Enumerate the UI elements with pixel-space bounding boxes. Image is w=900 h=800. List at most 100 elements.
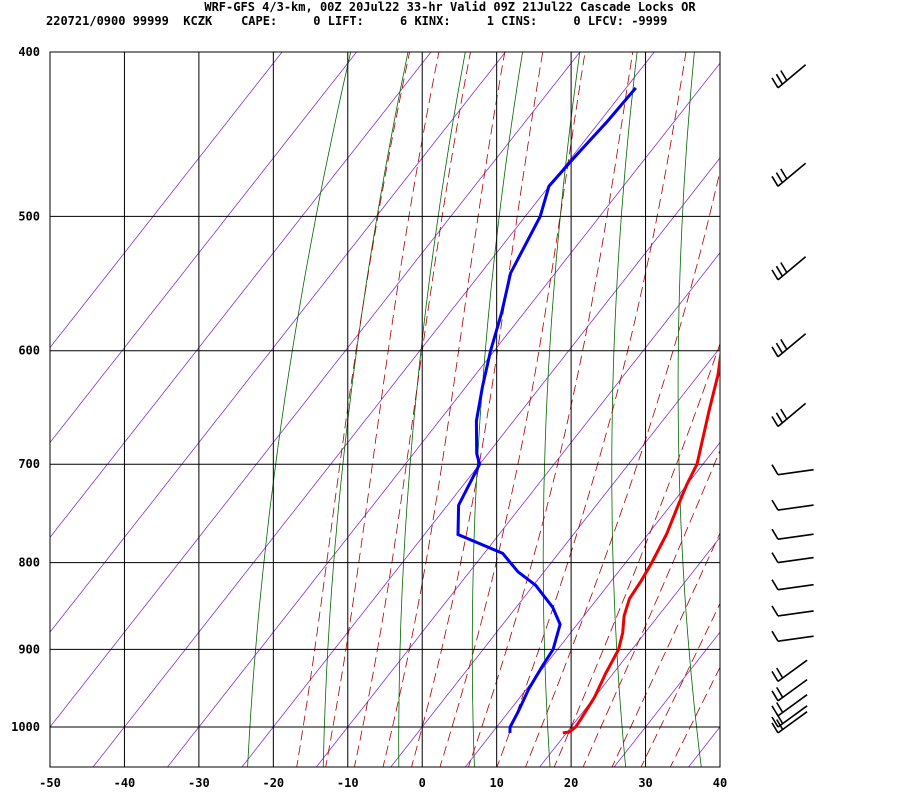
x-tick-label: 10 (489, 776, 503, 790)
x-tick-label: -30 (188, 776, 210, 790)
barb-feather (771, 690, 779, 702)
moist-adiabat-line (353, 52, 471, 767)
isotherm-line (50, 52, 581, 728)
moist-adiabat-line (382, 52, 506, 767)
barb-feather (775, 412, 784, 424)
dry-adiabat-line (742, 14, 777, 770)
y-tick-label: 900 (18, 642, 40, 656)
dry-adiabat-line (322, 52, 409, 767)
chart-title: WRF-GFS 4/3-km, 00Z 20Jul22 33-hr Valid … (204, 0, 696, 14)
x-tick-label: -10 (337, 776, 359, 790)
wind-barb (771, 464, 814, 476)
dry-adiabat-line (677, 52, 702, 767)
wind-barb (771, 694, 808, 717)
y-tick-label: 600 (18, 344, 40, 358)
wind-barb (771, 678, 808, 702)
barb-feather (771, 722, 779, 734)
isotherm-line (688, 726, 720, 767)
barb-staff (777, 556, 814, 564)
sounding-profiles (456, 86, 720, 735)
wind-barb (771, 162, 807, 187)
barb-feather (780, 262, 788, 273)
barb-feather (771, 630, 779, 642)
isotherm-line (835, 14, 900, 770)
isotherm-line (50, 52, 432, 539)
isotherm-line (390, 346, 720, 767)
dry-adiabat-line (471, 52, 524, 767)
barb-staff (777, 583, 814, 591)
dry-adiabat-line (865, 14, 900, 770)
wind-barb (771, 705, 808, 728)
wind-barb (771, 579, 814, 591)
wind-barb (771, 499, 814, 511)
barb-feather (771, 579, 779, 591)
wind-barb (771, 402, 807, 428)
barb-feather (775, 73, 784, 85)
moist-adiabat-line (611, 532, 720, 767)
y-tick-label: 700 (18, 457, 40, 471)
isotherm-line (539, 536, 720, 767)
chart-subtitle: 220721/0900 99999 KCZK CAPE: 0 LIFT: 6 K… (46, 14, 668, 28)
wind-barb (771, 630, 814, 642)
isotherm-line (613, 631, 720, 767)
isotherm-line (50, 52, 506, 633)
barb-feather (771, 175, 779, 187)
isotherm-line (50, 52, 358, 444)
x-tick-label: -50 (39, 776, 61, 790)
barb-feather (776, 719, 784, 730)
y-tick-label: 800 (18, 556, 40, 570)
isotherm-line (464, 441, 720, 767)
isotherm-line (50, 52, 283, 349)
barb-feather (780, 408, 788, 420)
dry-adiabat-line (247, 52, 352, 767)
wind-barb (771, 711, 808, 734)
barb-feather (776, 713, 784, 725)
moist-adiabat-line (669, 666, 720, 767)
barb-feather (780, 338, 788, 350)
barb-feather (771, 716, 779, 728)
wind-barb (771, 605, 814, 617)
barb-feather (775, 265, 784, 277)
y-tick-labels: 400 500 600 700 800 900 1000 (11, 45, 40, 734)
temperature-line (562, 349, 720, 735)
moist-adiabat-line (325, 52, 440, 767)
moist-adiabat-line (296, 52, 411, 767)
barb-feather (771, 670, 779, 682)
x-tick-label: -20 (262, 776, 284, 790)
moist-adiabat-line (439, 52, 586, 767)
x-tick-label: 40 (713, 776, 727, 790)
moist-adiabat-line (640, 602, 720, 767)
x-tick-label: -40 (114, 776, 136, 790)
y-tick-label: 500 (18, 209, 40, 223)
barb-feather (771, 528, 779, 540)
barb-feather (771, 464, 779, 476)
moist-adiabat-line (582, 449, 720, 767)
isotherm-line (315, 252, 720, 767)
barb-feather (771, 346, 779, 358)
barb-staff (777, 705, 808, 728)
barb-feather (771, 552, 779, 564)
plot-border (49, 51, 721, 768)
dry-adiabat-line (805, 14, 854, 770)
dry-adiabat-line (398, 52, 466, 767)
wind-barb (771, 333, 807, 358)
barb-staff (777, 256, 807, 281)
barb-feather (775, 342, 784, 354)
wind-barb (771, 528, 814, 540)
barb-feather (771, 605, 779, 617)
isotherm-line (92, 52, 655, 767)
isotherm-line (761, 14, 900, 770)
barb-feather (771, 416, 779, 427)
moist-adiabat-line (411, 52, 544, 767)
x-tick-label: 20 (564, 776, 578, 790)
wind-barbs (771, 64, 814, 734)
barb-feather (776, 686, 784, 698)
moist-adiabat-line (525, 169, 720, 767)
barb-staff (777, 610, 814, 617)
barb-staff (777, 402, 807, 428)
x-tick-labels: -50 -40 -30 -20 -10 0 10 20 30 40 (39, 776, 727, 790)
isotherm-line (166, 62, 720, 767)
x-tick-label: 30 (638, 776, 652, 790)
dewpoint-line (456, 86, 637, 733)
